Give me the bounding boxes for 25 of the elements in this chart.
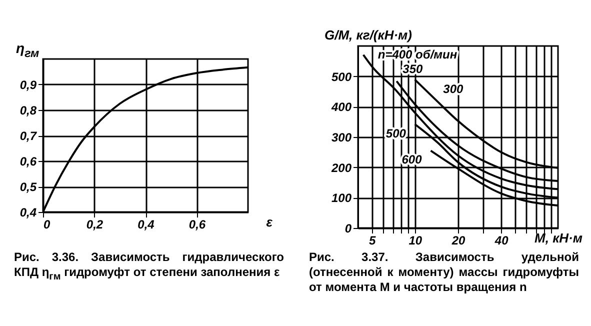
text: Рис. 3.37. Зависимость удельной (отнесенной к моменту) массы гидромуфты от момента M и частоты вращения n — [309, 250, 579, 295]
y-tick-label: 0,5 — [20, 180, 37, 194]
y-tick-label: 0,8 — [20, 104, 37, 118]
y-tick-label: 0,9 — [20, 78, 37, 92]
y-axis-title: G/M, кг/(кН·м) — [324, 28, 412, 42]
x-axis-title: M, кН·м — [534, 230, 583, 246]
x-axis-title: ε — [266, 214, 274, 230]
x-tick-label: 0,2 — [86, 218, 104, 232]
x-tick-label: 5 — [369, 234, 376, 248]
y-tick-label: 300 — [331, 130, 352, 144]
x-tick-label: 20 — [450, 234, 466, 248]
y-tick-label: 500 — [331, 70, 352, 84]
y-tick-label: 0,7 — [20, 129, 38, 143]
y-tick-label: 100 — [331, 191, 352, 206]
x-tick-label: 0,4 — [138, 218, 155, 232]
y-tick-label: 200 — [330, 160, 352, 175]
y-tick-label: 400 — [330, 100, 352, 114]
x-tick-label: 10 — [408, 234, 422, 248]
y-axis-title: η$_{гм}$ — [16, 40, 40, 60]
x-tick-label: 0 — [44, 218, 50, 232]
text: Рис. 3.36. Зависимость гидравлического КПД η$_{гм}$ гидромуфт от степени заполнения ε — [14, 250, 284, 284]
y-tick-label: 0,6 — [20, 154, 37, 168]
x-tick-label: 40 — [494, 234, 509, 248]
x-tick-label: 0,6 — [188, 218, 206, 232]
y-tick-label: 0,4 — [20, 206, 37, 220]
